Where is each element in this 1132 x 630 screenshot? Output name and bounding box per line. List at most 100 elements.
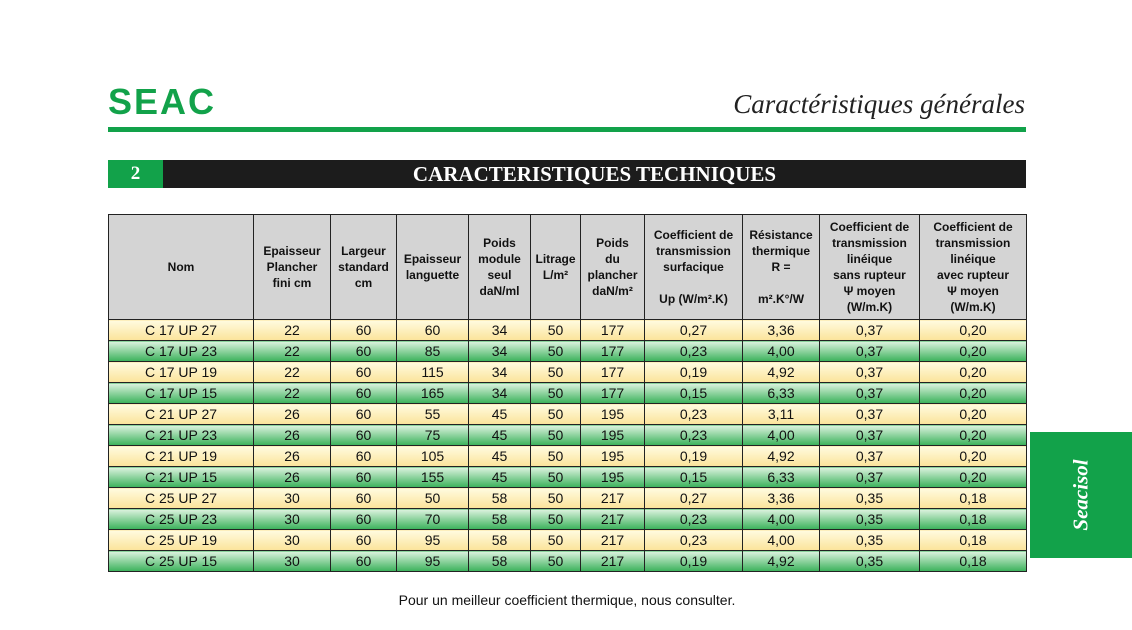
table-cell: 0,37 [819,445,920,467]
table-cell: 217 [580,508,645,530]
col-header-poids-plancher: Poids du plancher daN/m² [580,214,645,320]
table-cell: 45 [468,466,531,488]
table-cell: 0,19 [644,445,743,467]
table-cell: 0,15 [644,382,743,404]
table-cell: 50 [530,361,581,383]
table-cell: 0,20 [919,319,1027,341]
table-cell: 60 [330,361,397,383]
table-cell: 58 [468,487,531,509]
col-header-up: Coefficient de transmission surfacique U… [644,214,743,320]
product-name-cell: C 21 UP 23 [108,424,254,446]
table-cell: 177 [580,382,645,404]
col-header-epaisseur-plancher: Epaisseur Plancher fini cm [253,214,331,320]
table-cell: 177 [580,319,645,341]
product-name-cell: C 17 UP 23 [108,340,254,362]
col-header-psi-sans-rupteur: Coefficient de transmission linéique san… [819,214,920,320]
product-name-cell: C 21 UP 27 [108,403,254,425]
table-cell: 3,36 [742,487,820,509]
table-cell: 60 [330,508,397,530]
table-row: C 25 UP 23 30 60 70 58 50 217 0,23 4,00 0,35 0,18 [108,508,1027,530]
table-cell: 22 [253,319,331,341]
table-cell: 30 [253,508,331,530]
table-cell: 0,37 [819,424,920,446]
table-cell: 0,20 [919,340,1027,362]
table-cell: 0,37 [819,466,920,488]
table-cell: 45 [468,445,531,467]
table-cell: 4,92 [742,550,820,572]
table-cell: 45 [468,424,531,446]
table-row: C 17 UP 19 22 60 115 34 50 177 0,19 4,92 0,37 0,20 [108,361,1027,383]
product-name-cell: C 25 UP 19 [108,529,254,551]
table-row: C 17 UP 15 22 60 165 34 50 177 0,15 6,33 0,37 0,20 [108,382,1027,404]
table-cell: 0,20 [919,466,1027,488]
table-cell: 217 [580,550,645,572]
col-header-litrage: Litrage L/m² [530,214,581,320]
section-header: 2 CARACTERISTIQUES TECHNIQUES [108,160,1026,188]
table-cell: 0,20 [919,403,1027,425]
table-cell: 6,33 [742,382,820,404]
specifications-table: Nom Epaisseur Plancher fini cm Largeur s… [108,214,1027,572]
table-cell: 50 [530,550,581,572]
table-cell: 0,23 [644,424,743,446]
table-row: C 25 UP 27 30 60 50 58 50 217 0,27 3,36 0,35 0,18 [108,487,1027,509]
table-cell: 0,27 [644,319,743,341]
table-cell: 22 [253,340,331,362]
table-cell: 0,27 [644,487,743,509]
col-header-poids-module: Poids module seul daN/ml [468,214,531,320]
seac-logo: SEAC [108,81,217,122]
table-cell: 155 [396,466,469,488]
table-cell: 0,20 [919,424,1027,446]
table-cell: 60 [396,319,469,341]
table-row: C 17 UP 23 22 60 85 34 50 177 0,23 4,00 0,37 0,20 [108,340,1027,362]
side-tab-label: Seacisol [1068,459,1093,531]
table-cell: 165 [396,382,469,404]
table-cell: 217 [580,487,645,509]
table-cell: 50 [530,340,581,362]
table-row: C 21 UP 19 26 60 105 45 50 195 0,19 4,92 0,37 0,20 [108,445,1027,467]
table-cell: 30 [253,487,331,509]
table-cell: 0,18 [919,487,1027,509]
table-row: C 21 UP 27 26 60 55 45 50 195 0,23 3,11 0,37 0,20 [108,403,1027,425]
table-cell: 0,19 [644,550,743,572]
table-cell: 0,18 [919,550,1027,572]
table-cell: 34 [468,319,531,341]
table-header-row: Nom Epaisseur Plancher fini cm Largeur s… [108,214,1027,320]
product-name-cell: C 25 UP 27 [108,487,254,509]
col-header-resistance: Résistance thermique R = m².K°/W [742,214,820,320]
footnote: Pour un meilleur coefficient thermique, … [398,592,736,608]
table-cell: 217 [580,529,645,551]
product-name-cell: C 17 UP 27 [108,319,254,341]
table-cell: 55 [396,403,469,425]
table-cell: 115 [396,361,469,383]
table-cell: 70 [396,508,469,530]
table-cell: 4,00 [742,424,820,446]
table-cell: 0,35 [819,508,920,530]
table-cell: 22 [253,382,331,404]
table-cell: 85 [396,340,469,362]
table-cell: 177 [580,340,645,362]
col-header-psi-avec-rupteur: Coefficient de transmission linéique ave… [919,214,1027,320]
table-cell: 177 [580,361,645,383]
table-cell: 26 [253,424,331,446]
table-cell: 50 [530,487,581,509]
table-cell: 0,23 [644,529,743,551]
table-cell: 95 [396,550,469,572]
table-cell: 0,37 [819,382,920,404]
table-cell: 0,20 [919,445,1027,467]
table-cell: 60 [330,550,397,572]
table-cell: 45 [468,403,531,425]
product-name-cell: C 17 UP 15 [108,382,254,404]
table-cell: 0,20 [919,361,1027,383]
table-cell: 58 [468,508,531,530]
table-cell: 0,35 [819,550,920,572]
table-cell: 0,23 [644,403,743,425]
table-cell: 22 [253,361,331,383]
product-name-cell: C 17 UP 19 [108,361,254,383]
table-cell: 4,92 [742,445,820,467]
table-cell: 60 [330,382,397,404]
table-cell: 60 [330,340,397,362]
table-cell: 34 [468,382,531,404]
section-title: CARACTERISTIQUES TECHNIQUES [412,162,777,186]
table-cell: 4,00 [742,529,820,551]
col-header-largeur: Largeur standard cm [330,214,397,320]
